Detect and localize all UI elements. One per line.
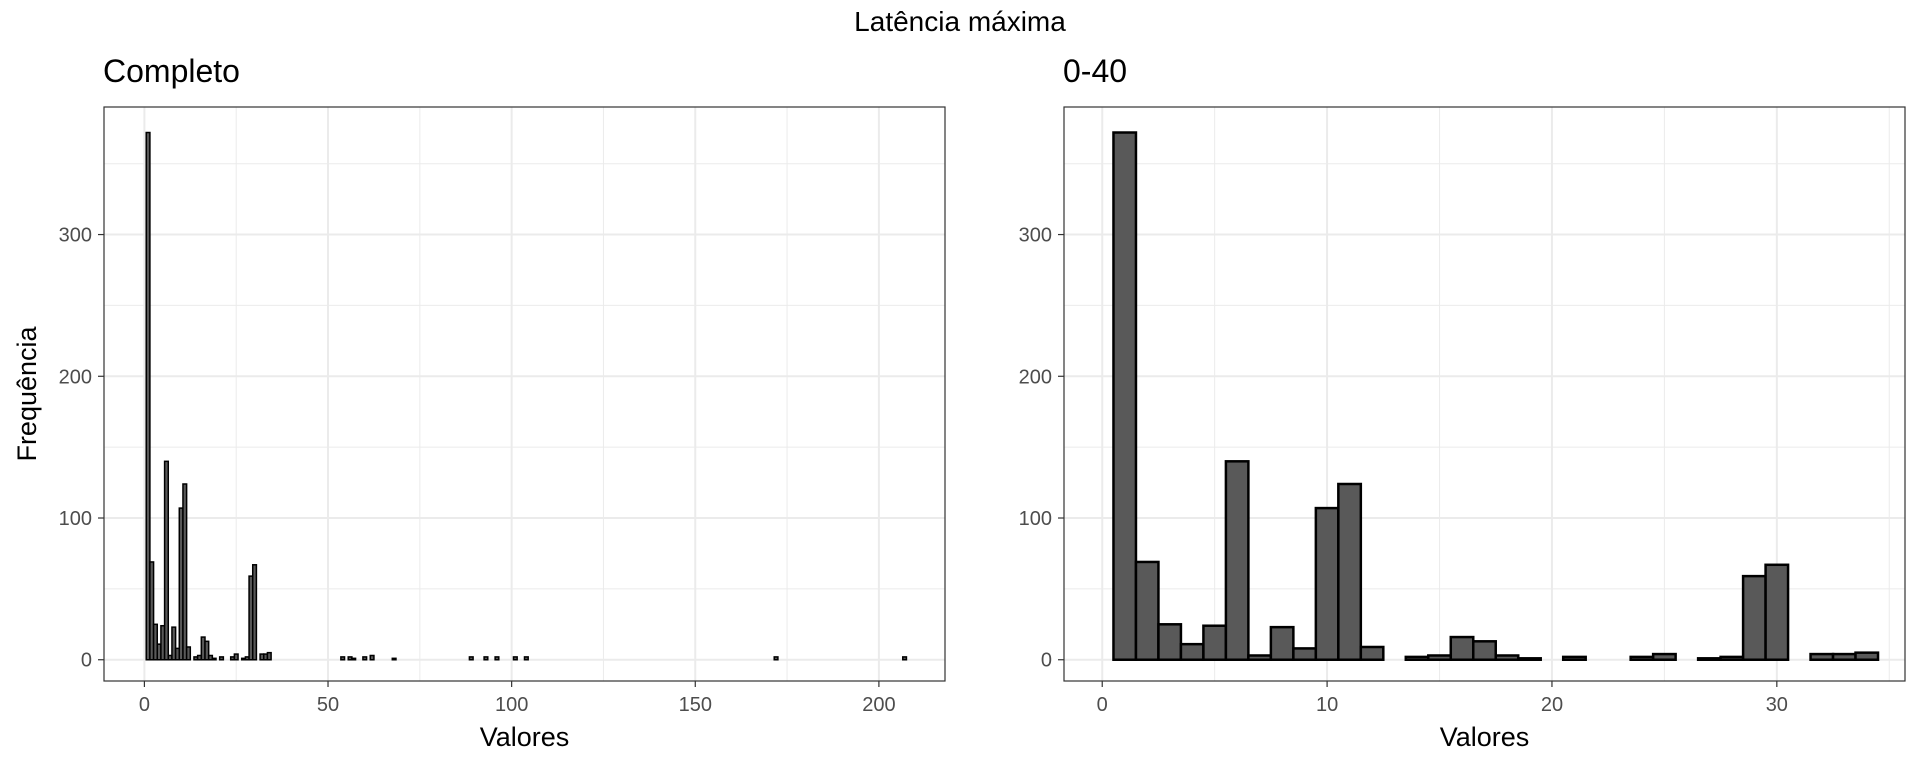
x-tick-label: 30 (1766, 694, 1788, 716)
histogram-bar (1696, 657, 1722, 661)
x-tick-label: 200 (862, 694, 895, 716)
bars (145, 131, 908, 661)
y-tick-label: 200 (1019, 366, 1052, 388)
x-tick-label: 0 (1097, 694, 1108, 716)
histogram-bar (1112, 131, 1138, 661)
histogram-bar (340, 656, 346, 661)
x-tick-label: 20 (1541, 694, 1563, 716)
histogram-bar (512, 656, 518, 661)
histogram-bar (1247, 654, 1273, 661)
x-axis-label: Valores (480, 722, 570, 752)
histogram-bar (185, 646, 192, 661)
histogram-bar (1831, 652, 1857, 661)
histogram-bar (1269, 625, 1295, 661)
x-tick-label: 10 (1316, 694, 1338, 716)
panel-title: Completo (103, 53, 240, 89)
histogram-bar (1764, 563, 1790, 661)
y-tick-label: 300 (59, 225, 92, 247)
y-tick-label: 300 (1019, 225, 1052, 247)
histogram-bar (902, 656, 908, 661)
histogram-bar (1854, 651, 1880, 661)
histogram-bar (1651, 652, 1677, 661)
x-tick-label: 100 (495, 694, 528, 716)
histogram-bar (163, 460, 170, 661)
histogram-bar (1337, 482, 1363, 661)
histogram-bar (773, 656, 779, 661)
panel-border (103, 106, 946, 682)
histogram-bar (1179, 642, 1205, 661)
y-tick-label: 100 (1019, 508, 1052, 530)
histogram-bar (1427, 654, 1453, 661)
y-axis-label: Frequência (12, 325, 42, 461)
histogram-bar (1292, 647, 1318, 661)
histogram-bar (369, 654, 375, 661)
histogram-bar (266, 651, 272, 661)
histogram-bar (145, 131, 151, 661)
histogram-bar (1472, 640, 1497, 661)
x-tick-label: 0 (139, 694, 150, 716)
histogram-bar (1314, 506, 1340, 661)
x-axis-label: Valores (1440, 722, 1530, 752)
histogram-bar (391, 657, 397, 661)
histogram-bar (1741, 574, 1767, 661)
axis-ticks: 0 50 100 150 200 0 100 200 300 (59, 225, 896, 716)
histogram-bar (483, 656, 489, 661)
histogram-bar (1561, 655, 1587, 661)
histogram-bar (1494, 654, 1520, 661)
histogram-bar (182, 483, 188, 661)
x-tick-label: 150 (679, 694, 712, 716)
histogram-bar (1157, 623, 1183, 661)
histogram-bar (1202, 624, 1228, 661)
histogram-bar (362, 656, 368, 661)
histogram-bar (204, 640, 210, 661)
histogram-bar (1404, 655, 1430, 661)
histogram-bar (152, 623, 159, 661)
y-tick-label: 200 (59, 366, 92, 388)
histogram-bar (1449, 635, 1475, 661)
histogram-bar (494, 656, 500, 661)
histogram-bar (468, 656, 474, 661)
histogram-bar (1516, 657, 1542, 661)
histogram-bar (351, 657, 357, 661)
panel-title: 0-40 (1063, 53, 1127, 89)
histogram-bar (1719, 655, 1745, 661)
x-tick-label: 50 (317, 694, 339, 716)
histogram-bar (171, 626, 177, 661)
histogram-bar (218, 656, 225, 661)
histogram-bar (149, 561, 155, 661)
histogram-bar (1224, 460, 1250, 661)
histogram-bar (1809, 652, 1835, 661)
y-tick-label: 100 (59, 508, 92, 530)
histogram-bar (523, 656, 529, 661)
figure-title: Latência máxima (854, 6, 1066, 37)
histogram-bar (1134, 560, 1160, 661)
gridlines (104, 107, 945, 681)
histogram-bar (1629, 655, 1655, 661)
histogram-bar (251, 564, 258, 661)
y-tick-label: 0 (1041, 650, 1052, 672)
bars (1112, 131, 1880, 661)
histogram-bar (211, 657, 217, 661)
histogram-bar (1359, 645, 1385, 661)
y-tick-label: 0 (81, 650, 92, 672)
panel-border (1063, 106, 1906, 682)
histogram-bar (233, 653, 239, 661)
